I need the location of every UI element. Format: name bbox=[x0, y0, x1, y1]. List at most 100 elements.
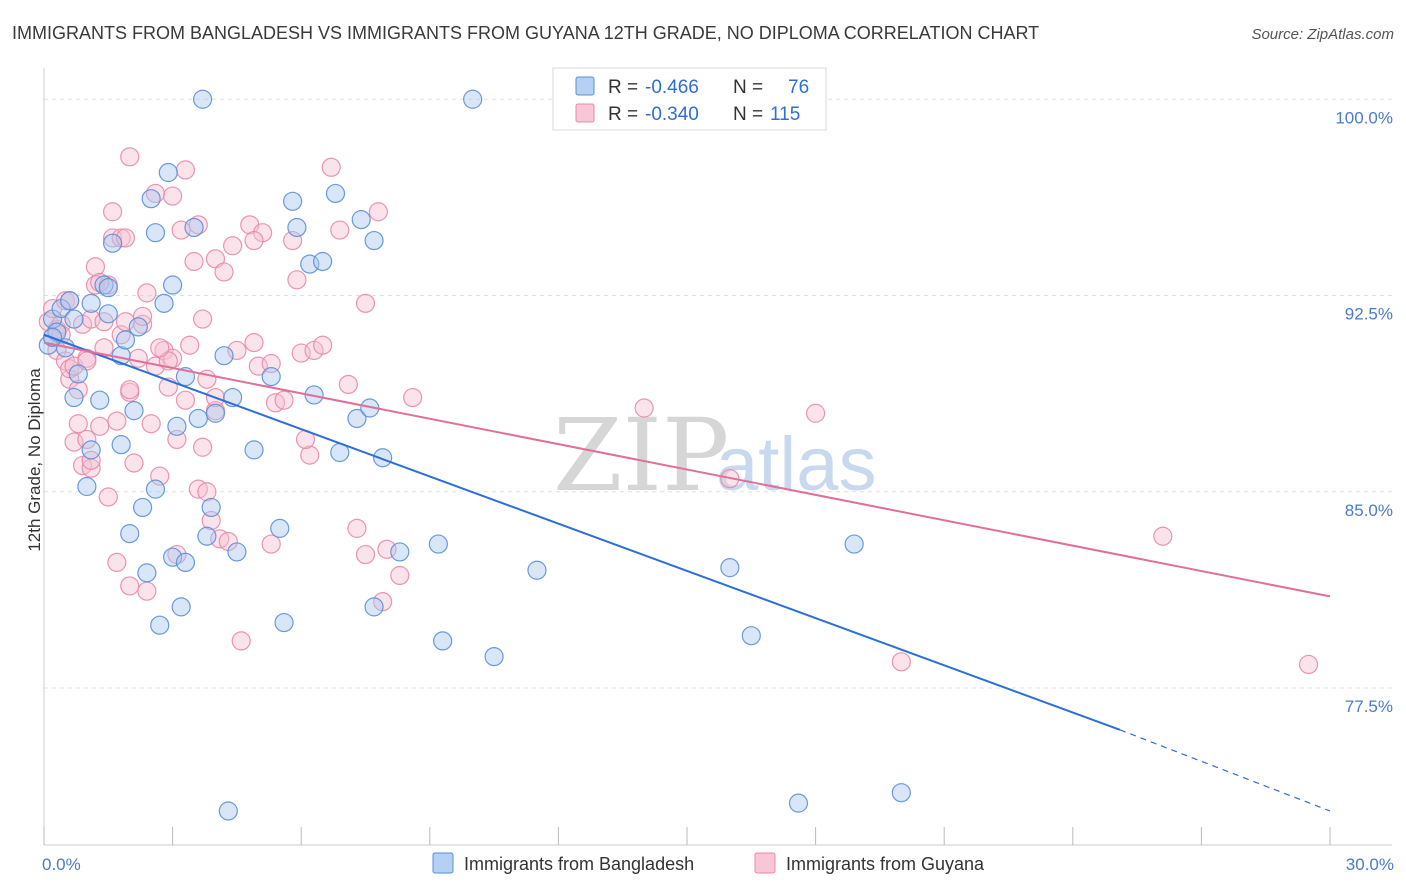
legend-n-label-1: N = bbox=[733, 77, 763, 98]
bangladesh-point bbox=[81, 440, 101, 460]
bangladesh-point bbox=[115, 330, 136, 350]
bangladesh-point bbox=[193, 89, 213, 109]
bangladesh-point bbox=[171, 597, 191, 617]
bangladesh-point bbox=[98, 278, 118, 298]
guyana-point bbox=[132, 306, 153, 327]
bangladesh-point bbox=[128, 317, 148, 337]
bangladesh-trend-line bbox=[43, 333, 1121, 731]
x-tick-label: 30.0% bbox=[1346, 855, 1394, 874]
bangladesh-point bbox=[741, 626, 761, 646]
guyana-point bbox=[338, 374, 358, 395]
watermark-atlas: atlas bbox=[716, 422, 877, 507]
guyana-point bbox=[287, 270, 307, 290]
y-tick-label: 85.0% bbox=[1345, 501, 1393, 520]
guyana-point bbox=[244, 333, 264, 353]
stats-legend: R = -0.466 N = 76 R = -0.340 N = 115 bbox=[552, 67, 827, 131]
bangladesh-point bbox=[227, 542, 247, 562]
guyana-point bbox=[355, 544, 376, 565]
guyana-point bbox=[141, 414, 161, 434]
bangladesh-point bbox=[102, 233, 123, 253]
legend-r-value-1: -0.466 bbox=[645, 77, 699, 98]
guyana-point bbox=[81, 450, 101, 470]
bangladesh-point bbox=[60, 291, 80, 311]
guyana-point bbox=[167, 429, 187, 450]
guyana-point bbox=[227, 340, 247, 361]
bangladesh-point bbox=[111, 435, 131, 455]
guyana-point bbox=[244, 230, 264, 251]
guyana-point bbox=[77, 429, 97, 450]
bangladesh-point bbox=[68, 364, 88, 384]
bangladesh-point bbox=[175, 552, 196, 573]
guyana-point bbox=[120, 576, 140, 596]
guyana-point bbox=[634, 398, 654, 418]
bangladesh-point bbox=[145, 479, 166, 499]
guyana-point bbox=[85, 257, 106, 277]
bangladesh-point bbox=[274, 612, 294, 633]
guyana-point bbox=[231, 631, 251, 651]
guyana-point bbox=[98, 487, 118, 507]
bangladesh-point bbox=[120, 524, 140, 544]
legend-r-value-2: -0.340 bbox=[645, 104, 699, 125]
bangladesh-point bbox=[64, 387, 84, 408]
bangladesh-point bbox=[313, 251, 333, 272]
bottom-legend-swatch-bangladesh bbox=[432, 852, 454, 874]
bangladesh-point bbox=[463, 89, 483, 109]
bangladesh-point bbox=[218, 801, 238, 821]
guyana-point bbox=[891, 652, 911, 672]
bangladesh-point bbox=[287, 217, 307, 238]
bangladesh-point bbox=[351, 210, 371, 230]
y-tick-label: 77.5% bbox=[1345, 697, 1393, 716]
bottom-legend-bangladesh: Immigrants from Bangladesh bbox=[464, 854, 694, 874]
bangladesh-point bbox=[270, 518, 290, 538]
guyana-point bbox=[90, 416, 110, 436]
source-label: Source: ZipAtlas.com bbox=[1251, 26, 1394, 43]
guyana-point bbox=[805, 403, 826, 423]
bangladesh-point bbox=[214, 346, 234, 366]
guyana-point bbox=[321, 157, 341, 177]
bangladesh-point bbox=[150, 615, 170, 635]
bangladesh-point bbox=[64, 309, 84, 329]
guyana-point bbox=[120, 380, 140, 400]
bangladesh-point bbox=[197, 526, 217, 546]
guyana-point bbox=[180, 335, 200, 355]
guyana-point bbox=[137, 283, 157, 303]
legend-n-value-2: 115 bbox=[770, 104, 800, 125]
bangladesh-point bbox=[428, 534, 448, 554]
guyana-point bbox=[214, 262, 234, 282]
bangladesh-point bbox=[137, 563, 157, 583]
bangladesh-point bbox=[145, 223, 166, 243]
bottom-legend-guyana: Immigrants from Guyana bbox=[786, 854, 985, 874]
bangladesh-point bbox=[158, 162, 178, 183]
guyana-point bbox=[403, 387, 423, 408]
bangladesh-point bbox=[205, 403, 226, 423]
guyana-trend-line bbox=[43, 341, 1331, 598]
bangladesh-point bbox=[141, 189, 161, 209]
bangladesh-point bbox=[98, 304, 118, 324]
y-tick-label: 100.0% bbox=[1335, 108, 1393, 127]
bangladesh-point bbox=[184, 217, 204, 238]
guyana-point bbox=[137, 581, 157, 601]
bangladesh-point bbox=[167, 416, 187, 436]
bangladesh-point bbox=[81, 293, 101, 313]
guyana-point bbox=[368, 202, 388, 222]
bangladesh-point bbox=[891, 783, 911, 803]
guyana-point bbox=[128, 348, 148, 368]
series-legend: Immigrants from Bangladesh Immigrants fr… bbox=[432, 852, 985, 874]
guyana-point bbox=[107, 552, 127, 573]
trend-lines bbox=[43, 333, 1331, 812]
y-axis-label: 12th Grade, No Diploma bbox=[25, 368, 44, 552]
bangladesh-point bbox=[188, 408, 208, 429]
guyana-point bbox=[68, 414, 88, 434]
guyana-point bbox=[193, 437, 213, 457]
bangladesh-point bbox=[244, 440, 264, 460]
guyana-point bbox=[124, 453, 144, 473]
bangladesh-point bbox=[77, 476, 97, 497]
axes: 100.0% 92.5% 85.0% 77.5% 0.0% 30.0% bbox=[42, 68, 1394, 874]
bangladesh-point bbox=[788, 793, 809, 813]
bottom-legend-swatch-guyana bbox=[754, 852, 776, 874]
legend-n-label-2: N = bbox=[733, 104, 763, 125]
guyana-point bbox=[150, 338, 170, 358]
guyana-point bbox=[175, 390, 196, 410]
guyana-point bbox=[120, 147, 140, 167]
legend-swatch-bangladesh bbox=[575, 76, 595, 96]
